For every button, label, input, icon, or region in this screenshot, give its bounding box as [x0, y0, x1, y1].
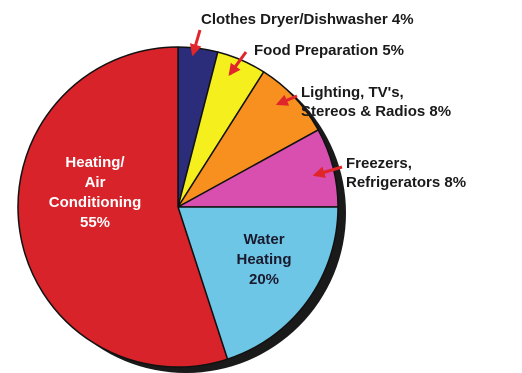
slice-label-5: Heating/Air Conditioning 55%: [49, 154, 141, 231]
slice-label-0: Clothes Dryer/Dishwasher 4%: [201, 11, 414, 28]
slice-label-3: Freezers, Refrigerators 8%: [346, 155, 466, 191]
label-arrow-1: [228, 51, 248, 76]
slice-label-4: Water Heating 20%: [236, 231, 291, 288]
pie-slice-5: [17, 46, 229, 368]
label-arrow-0: [189, 29, 202, 57]
pie-slice-4: [177, 206, 339, 360]
slice-label-1: Food Preparation 5%: [254, 42, 404, 59]
label-arrow-2: [275, 94, 298, 106]
label-arrow-3: [312, 165, 343, 179]
slice-label-2: Lighting, TV's, Stereos & Radios 8%: [301, 84, 451, 120]
